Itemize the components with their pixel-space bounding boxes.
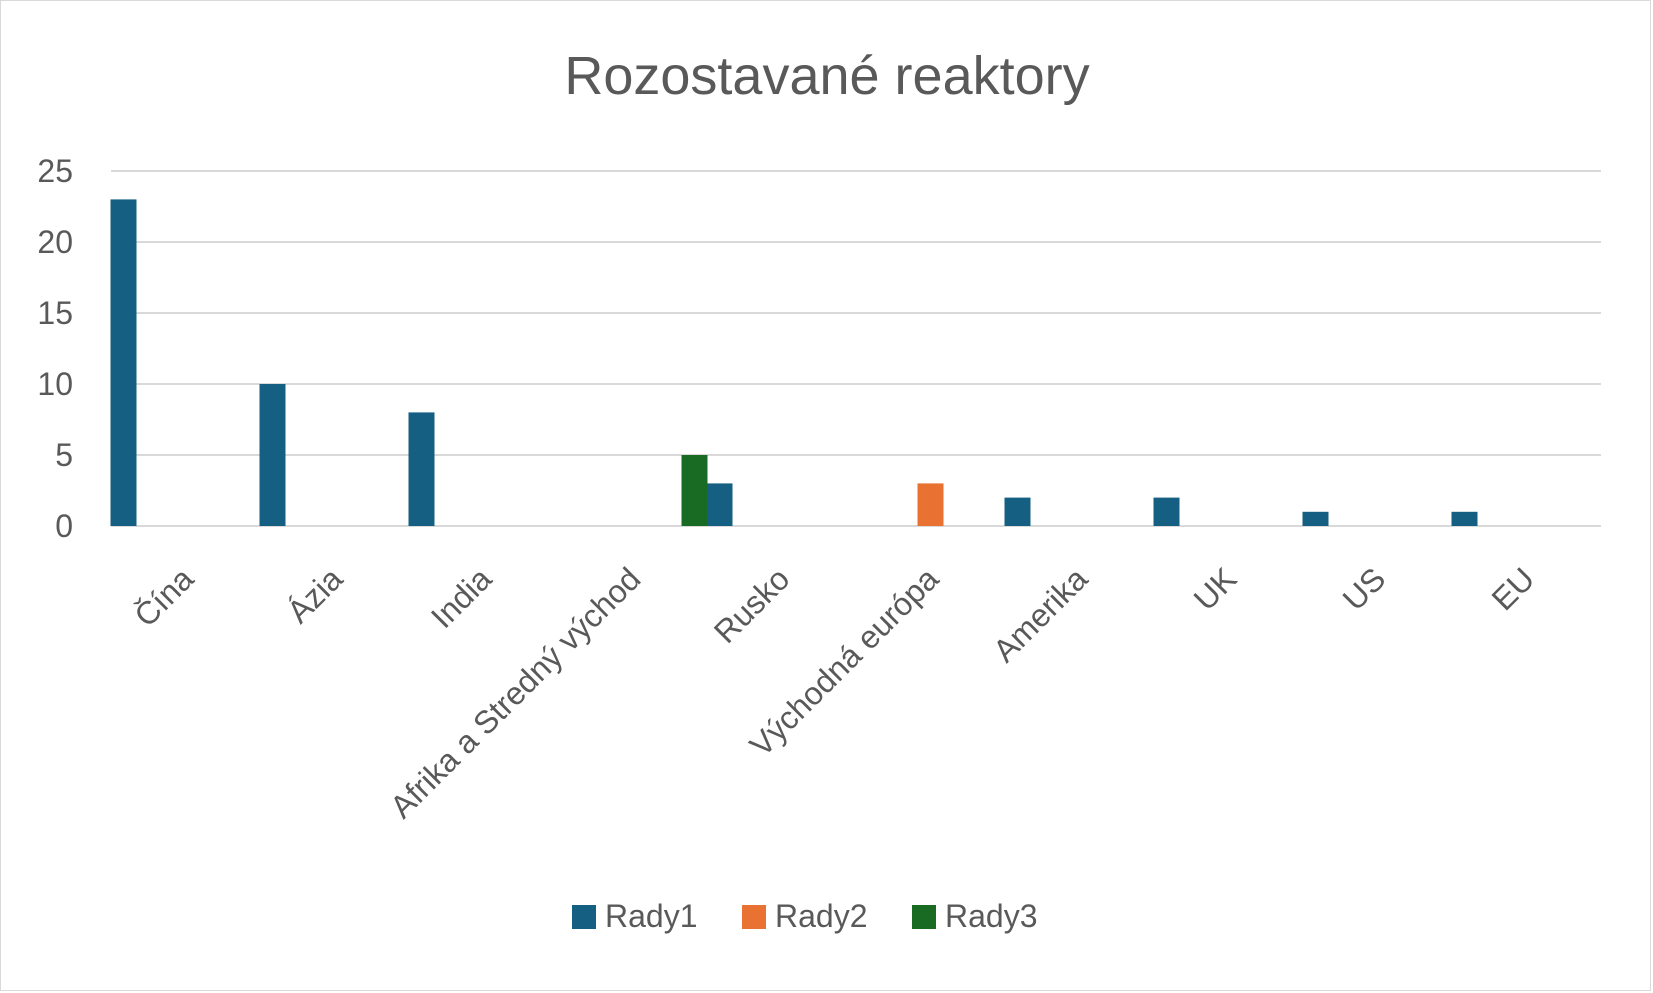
- x-tick-label: India: [424, 560, 499, 635]
- legend-swatch: [572, 905, 596, 929]
- y-tick-label: 20: [37, 224, 73, 260]
- legend: Rady1 Rady2 Rady3: [572, 898, 1038, 934]
- grid-layer: 0 5 10 15 20 25: [37, 153, 1601, 544]
- legend-label: Rady3: [945, 898, 1038, 934]
- legend-entry: Rady3: [912, 898, 1038, 934]
- bars-layer: [110, 199, 1478, 526]
- bar: [1451, 511, 1478, 526]
- legend-label: Rady2: [775, 898, 868, 934]
- x-tick-label: Ázia: [280, 560, 350, 630]
- legend-entry: Rady2: [742, 898, 868, 934]
- bar: [681, 455, 708, 526]
- x-tick-label: Amerika: [986, 560, 1095, 669]
- legend-entry: Rady1: [572, 898, 698, 934]
- bar: [1004, 497, 1031, 526]
- y-tick-label: 5: [55, 437, 73, 473]
- x-tick-label: Afrika a Stredný východ: [383, 560, 647, 824]
- x-tick-label: UK: [1187, 560, 1244, 617]
- legend-swatch: [742, 905, 766, 929]
- x-tick-label: Rusko: [707, 560, 797, 650]
- bar: [706, 483, 733, 526]
- y-tick-label: 25: [37, 153, 73, 189]
- x-tick-label: Čína: [127, 560, 200, 633]
- bar: [1302, 511, 1329, 526]
- y-tick-label: 15: [37, 295, 73, 331]
- x-tick-label: EU: [1485, 560, 1542, 617]
- y-tick-label: 0: [55, 508, 73, 544]
- bar: [917, 483, 944, 526]
- legend-swatch: [912, 905, 936, 929]
- bar: [259, 384, 286, 526]
- bar: [408, 412, 435, 526]
- bar: [1153, 497, 1180, 526]
- x-tick-label: US: [1336, 560, 1393, 617]
- y-tick-label: 10: [37, 366, 73, 402]
- chart-title: Rozostavané reaktory: [564, 46, 1089, 106]
- legend-label: Rady1: [605, 898, 698, 934]
- bar: [110, 199, 137, 526]
